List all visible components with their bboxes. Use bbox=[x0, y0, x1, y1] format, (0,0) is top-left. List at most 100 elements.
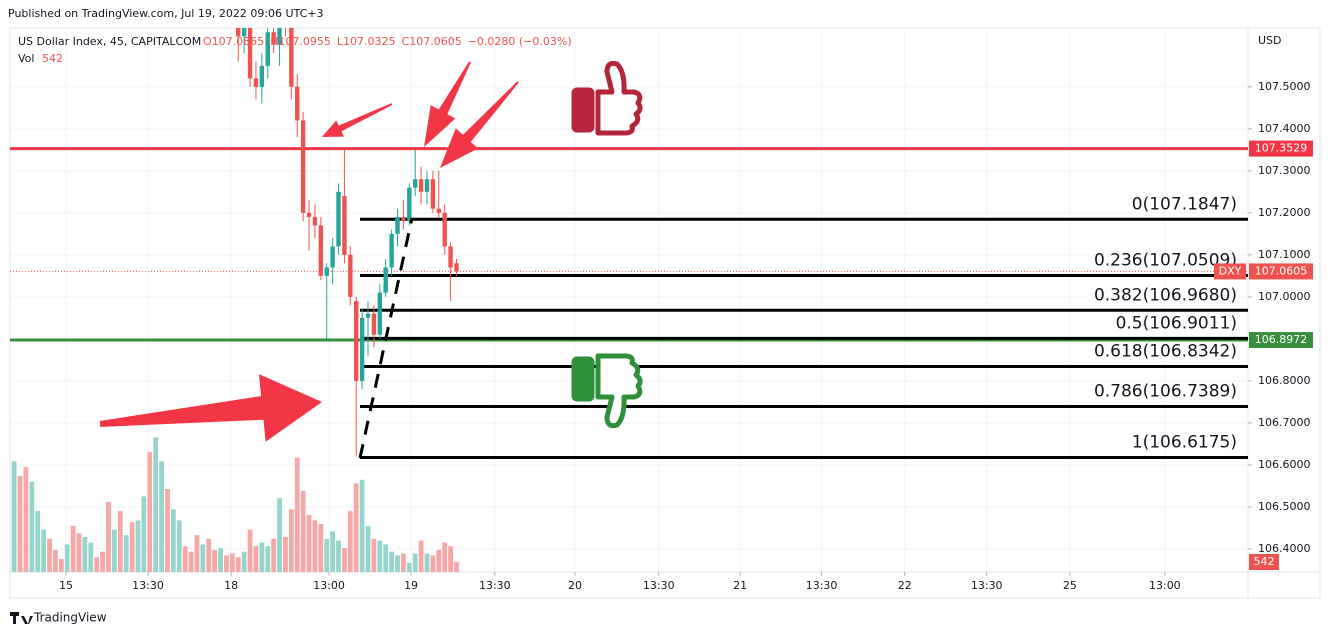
candle-body bbox=[430, 179, 436, 209]
volume-bar bbox=[389, 551, 395, 572]
candle-body bbox=[236, 28, 241, 37]
volume-bar bbox=[353, 483, 359, 572]
volume-bar bbox=[288, 509, 294, 572]
volume-badge bbox=[1249, 554, 1279, 571]
y-tick-label: 107.2000 bbox=[1258, 206, 1311, 219]
candle-body bbox=[330, 246, 335, 268]
level-badge bbox=[1249, 332, 1313, 349]
volume-bar bbox=[35, 511, 41, 572]
y-tick-label: 106.5000 bbox=[1258, 500, 1311, 513]
candle-body bbox=[454, 263, 459, 272]
candle-body bbox=[295, 86, 300, 121]
candle-body bbox=[371, 313, 377, 335]
candle-body bbox=[412, 179, 418, 188]
y-tick-label: 107.3000 bbox=[1258, 164, 1311, 177]
volume-bar bbox=[224, 555, 229, 572]
volume-bar bbox=[406, 562, 412, 572]
volume-bar bbox=[29, 481, 35, 572]
x-tick-label: 13:30 bbox=[132, 579, 164, 592]
candle-body bbox=[271, 32, 276, 45]
footer-brand: TradingView bbox=[33, 611, 107, 625]
volume-bar bbox=[436, 549, 442, 572]
thumb-up bbox=[571, 60, 643, 136]
volume-bar bbox=[336, 540, 341, 572]
chart-title: US Dollar Index, 45, CAPITALCOM bbox=[18, 35, 201, 48]
candles bbox=[236, 28, 459, 457]
fib-label: 0.5(106.9011) bbox=[1116, 313, 1237, 333]
volume-badge-label: 542 bbox=[1254, 555, 1275, 568]
volume-bar bbox=[23, 466, 29, 572]
volume-bar bbox=[58, 559, 64, 572]
volume-bar bbox=[271, 538, 277, 572]
volume-bar bbox=[176, 520, 182, 572]
volume-bar bbox=[424, 553, 430, 572]
axes: 107.5000 107.4000 107.3000 107.2000 107.1000… bbox=[59, 80, 1313, 592]
volume-bar bbox=[442, 542, 448, 572]
volume-bar bbox=[94, 557, 100, 572]
y-tick-label: 107.4000 bbox=[1258, 122, 1311, 135]
annotation-arrow bbox=[440, 81, 519, 168]
y-tick-label: 107.5000 bbox=[1258, 80, 1311, 93]
volume-bar bbox=[70, 525, 76, 572]
candle-body bbox=[300, 120, 306, 213]
volume-bar bbox=[165, 489, 170, 572]
frame bbox=[9, 27, 1321, 599]
annotation-arrow bbox=[99, 374, 322, 442]
price-badge bbox=[1249, 263, 1313, 280]
volume-bar bbox=[218, 548, 223, 572]
candle-body bbox=[359, 317, 365, 381]
candle-body bbox=[253, 78, 259, 87]
volume-bar bbox=[395, 555, 400, 572]
x-tick-label: 13:30 bbox=[971, 579, 1003, 592]
candle-body bbox=[407, 187, 412, 222]
volume-bar bbox=[135, 520, 141, 572]
volume-bar bbox=[448, 546, 453, 572]
candle-body bbox=[265, 32, 270, 66]
annotation-arrow bbox=[322, 103, 393, 137]
volume-bar bbox=[430, 555, 436, 572]
volume-bar bbox=[454, 562, 459, 572]
volume-bar bbox=[229, 553, 235, 572]
y-tick-label: 106.4000 bbox=[1258, 542, 1311, 555]
volume-bar bbox=[141, 496, 147, 572]
y-tick-label: 106.7000 bbox=[1258, 416, 1311, 429]
ohlc-value: H107.0955 bbox=[270, 35, 331, 48]
volume-bar bbox=[347, 511, 353, 572]
volume-value: 542 bbox=[42, 52, 63, 65]
y-tick-label: 107.0000 bbox=[1258, 290, 1311, 303]
volume-bar bbox=[159, 461, 164, 572]
volume-bar bbox=[312, 520, 318, 572]
volume-bar bbox=[371, 538, 377, 572]
x-tick-label: 13:00 bbox=[1149, 579, 1181, 592]
volume-bar bbox=[247, 529, 253, 572]
candle-body bbox=[259, 65, 265, 87]
volume-bar bbox=[153, 437, 159, 572]
volume-bar bbox=[17, 476, 23, 572]
volume-bar bbox=[283, 536, 288, 572]
candle-body bbox=[312, 217, 318, 226]
volume-bar bbox=[418, 540, 424, 572]
volume-bar bbox=[400, 553, 406, 572]
footer-logo bbox=[10, 612, 33, 624]
volume-bar bbox=[359, 479, 365, 572]
volume-bar bbox=[129, 522, 135, 572]
candle-body bbox=[289, 28, 294, 87]
candle-body bbox=[448, 246, 453, 268]
volume-bar bbox=[106, 501, 111, 572]
fib-label: 0(107.1847) bbox=[1132, 194, 1237, 214]
candle-body bbox=[241, 28, 247, 37]
level-label: 107.3529 bbox=[1255, 142, 1308, 155]
volume-bar bbox=[318, 524, 324, 572]
volume-bar bbox=[235, 557, 241, 572]
ohlc-value: C107.0605 bbox=[402, 35, 462, 48]
volume-bar bbox=[147, 452, 153, 572]
x-tick-label: 15 bbox=[59, 579, 73, 592]
price-label: 107.0605 bbox=[1255, 264, 1308, 277]
level-label: 106.8972 bbox=[1255, 333, 1308, 346]
fib-label: 1(106.6175) bbox=[1132, 433, 1237, 453]
volume-bar bbox=[88, 542, 94, 572]
volume-bar bbox=[47, 538, 52, 572]
candle-body bbox=[383, 267, 388, 293]
ohlc-value: O107.0865 bbox=[203, 35, 264, 48]
